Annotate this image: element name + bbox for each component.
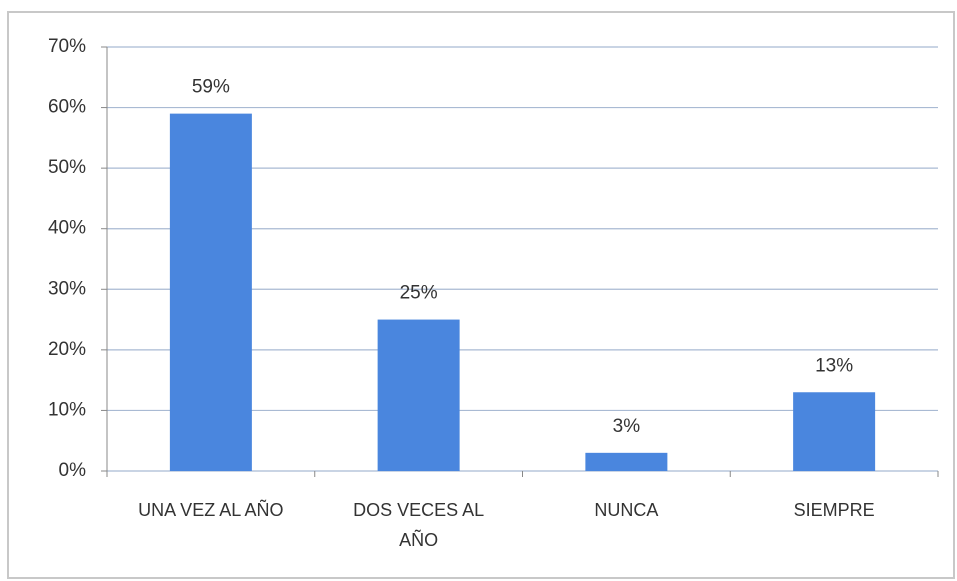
chart-frame bbox=[7, 11, 955, 579]
y-tick-label: 40% bbox=[48, 218, 86, 239]
y-tick-label: 20% bbox=[48, 339, 86, 360]
bar bbox=[377, 319, 460, 471]
bar bbox=[169, 113, 252, 471]
data-label: 3% bbox=[613, 416, 641, 437]
data-label: 13% bbox=[815, 355, 853, 376]
data-label: 59% bbox=[192, 77, 230, 98]
bar bbox=[585, 452, 668, 471]
x-tick-label: SIEMPRE bbox=[793, 500, 875, 520]
data-label: 25% bbox=[400, 283, 438, 304]
bar bbox=[793, 392, 876, 471]
y-tick-label: 0% bbox=[59, 460, 87, 481]
y-tick-label: 70% bbox=[48, 36, 86, 57]
y-tick-label: 60% bbox=[48, 97, 86, 118]
y-tick-label: 30% bbox=[48, 278, 86, 299]
y-tick-label: 50% bbox=[48, 157, 86, 178]
x-tick-label: DOS VECES AL AÑO bbox=[353, 500, 485, 550]
x-tick-label: UNA VEZ AL AÑO bbox=[138, 500, 284, 520]
y-tick-label: 10% bbox=[48, 399, 86, 420]
x-tick-label: NUNCA bbox=[594, 500, 659, 520]
